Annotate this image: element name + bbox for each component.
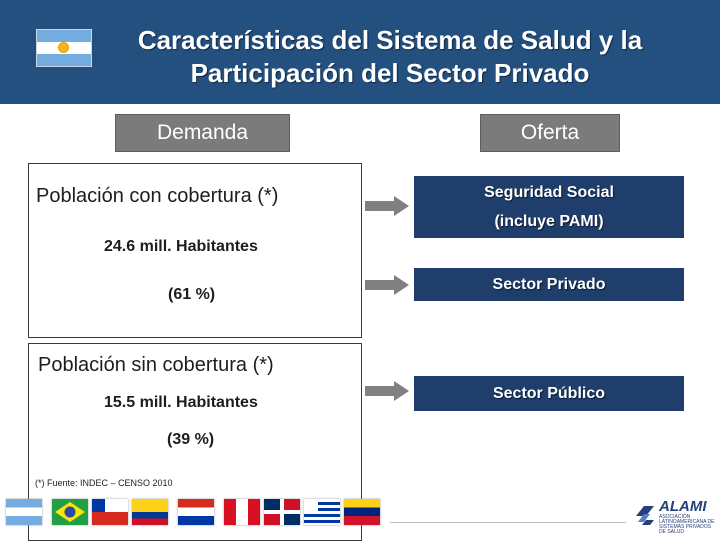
uncovered-population-label: Población sin cobertura (*) <box>38 354 274 376</box>
colombia-flag-icon <box>132 499 168 525</box>
chile-flag-icon <box>92 499 128 525</box>
covered-population-percent: (61 %) <box>168 286 216 303</box>
arrow-right-icon <box>365 381 409 401</box>
alami-logo-name: ALAMI <box>659 498 707 515</box>
argentina-flag-icon <box>36 29 92 67</box>
covered-population-count: 24.6 mill. Habitantes <box>104 238 258 255</box>
alami-logo-icon <box>636 506 654 525</box>
oferta-tab: Oferta <box>480 114 620 152</box>
public-sector-box: Sector Público <box>414 376 684 411</box>
social-security-label: Seguridad Social <box>484 184 614 201</box>
alami-logo-subtext: ASOCIACIÓN LATINOAMERICANA DE SISTEMAS P… <box>659 514 715 535</box>
page-title: Características del Sistema de Salud y l… <box>100 24 680 90</box>
uruguay-flag-icon <box>304 499 340 525</box>
argentina-flag-icon <box>6 499 42 525</box>
dominican-republic-flag-icon <box>264 499 300 525</box>
demanda-tab: Demanda <box>115 114 290 152</box>
brazil-flag-icon <box>52 499 88 525</box>
arrow-right-icon <box>365 275 409 295</box>
peru-flag-icon <box>224 499 260 525</box>
title-line-1: Características del Sistema de Salud y l… <box>137 25 643 55</box>
alami-logo: ALAMI ASOCIACIÓN LATINOAMERICANA DE SIST… <box>634 498 716 535</box>
venezuela-flag-icon <box>344 499 380 525</box>
private-sector-box: Sector Privado <box>414 268 684 301</box>
uncovered-population-percent: (39 %) <box>167 431 215 448</box>
title-line-2: Participación del Sector Privado <box>190 58 590 88</box>
social-security-box: Seguridad Social (incluye PAMI) <box>414 176 684 238</box>
uncovered-population-count: 15.5 mill. Habitantes <box>104 394 258 411</box>
footer-divider <box>390 522 626 523</box>
title-banner: Características del Sistema de Salud y l… <box>0 0 720 104</box>
source-footnote: (*) Fuente: INDEC – CENSO 2010 <box>35 478 173 488</box>
social-security-note: (incluye PAMI) <box>494 213 604 230</box>
paraguay-flag-icon <box>178 499 214 525</box>
covered-population-panel <box>28 163 362 338</box>
covered-population-label: Población con cobertura (*) <box>36 185 279 207</box>
arrow-right-icon <box>365 196 409 216</box>
